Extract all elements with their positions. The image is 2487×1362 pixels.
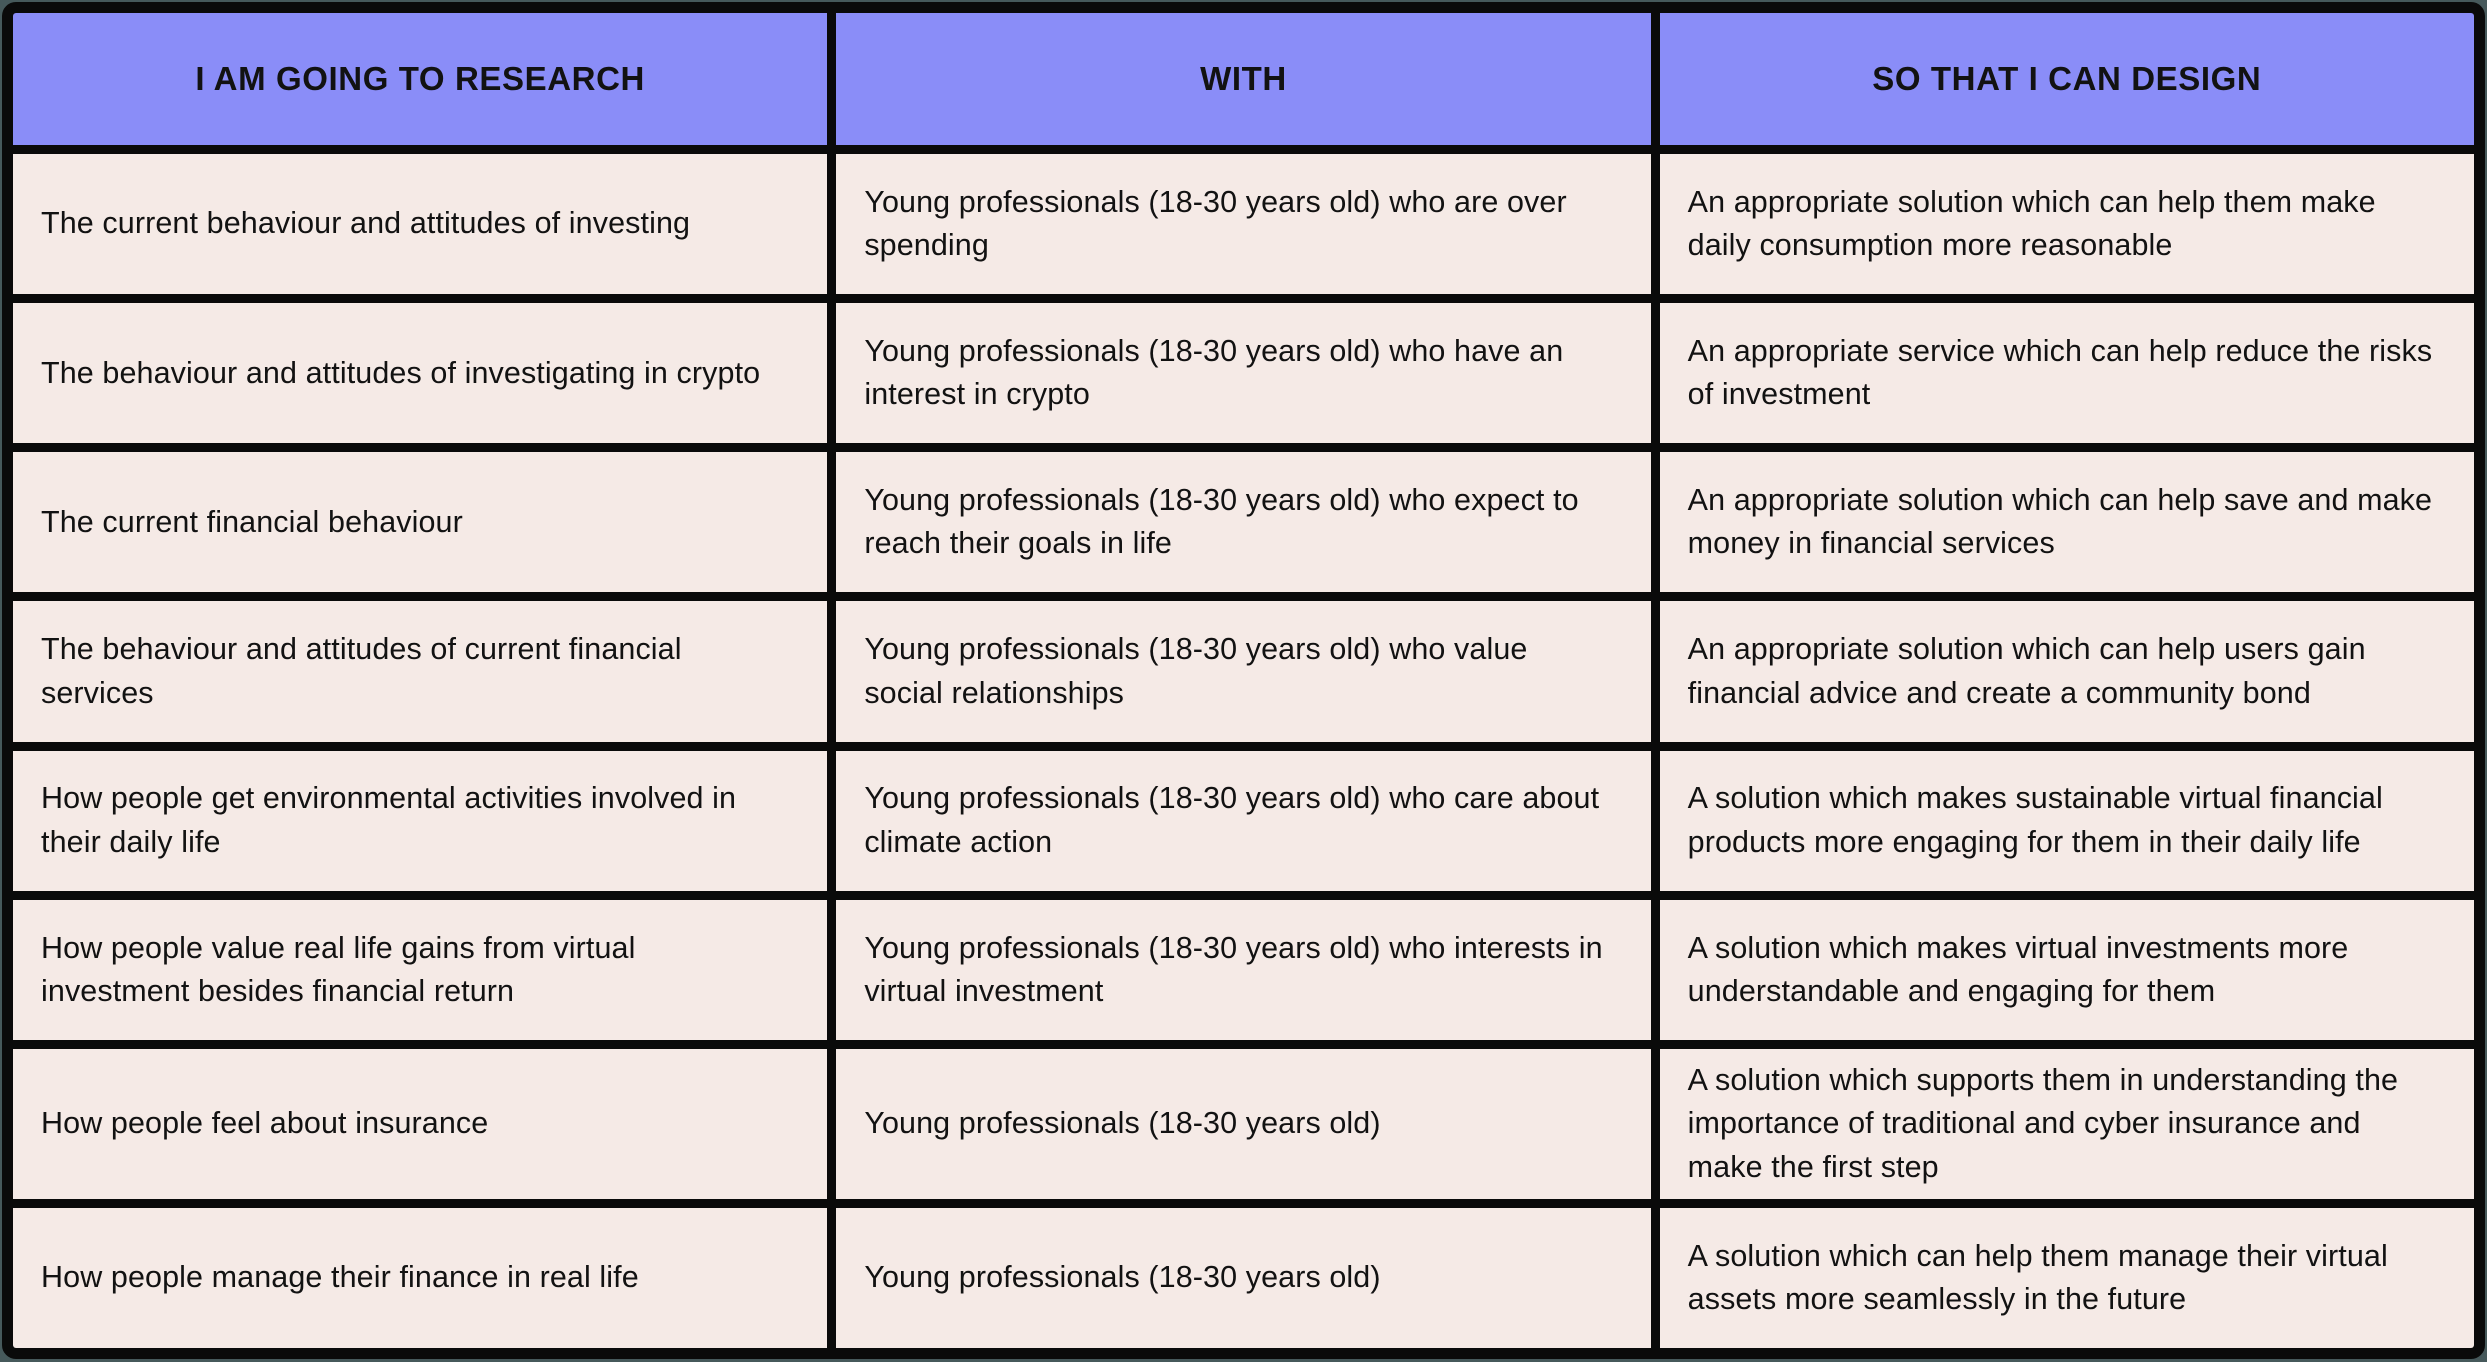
cell-research: The behaviour and attitudes of current f…	[13, 601, 828, 742]
cell-design: A solution which makes virtual investmen…	[1659, 899, 2474, 1040]
cell-design: A solution which can help them manage th…	[1659, 1207, 2474, 1348]
cell-design: A solution which makes sustainable virtu…	[1659, 750, 2474, 891]
cell-with: Young professionals (18-30 years old) wh…	[836, 899, 1651, 1040]
column-header-with: WITH	[836, 13, 1651, 145]
cell-research: How people manage their finance in real …	[13, 1207, 828, 1348]
cell-with: Young professionals (18-30 years old) wh…	[836, 452, 1651, 593]
cell-design: An appropriate solution which can help u…	[1659, 601, 2474, 742]
cell-design: An appropriate solution which can help s…	[1659, 452, 2474, 593]
cell-research: How people get environmental activities …	[13, 750, 828, 891]
cell-research: How people value real life gains from vi…	[13, 899, 828, 1040]
column-header-design: SO THAT I CAN DESIGN	[1659, 13, 2474, 145]
cell-research: How people feel about insurance	[13, 1048, 828, 1199]
cell-research: The behaviour and attitudes of investiga…	[13, 303, 828, 444]
column-header-research: I AM GOING TO RESEARCH	[13, 13, 828, 145]
cell-research: The current financial behaviour	[13, 452, 828, 593]
cell-with: Young professionals (18-30 years old) wh…	[836, 750, 1651, 891]
cell-design: An appropriate service which can help re…	[1659, 303, 2474, 444]
cell-with: Young professionals (18-30 years old) wh…	[836, 154, 1651, 295]
cell-research: The current behaviour and attitudes of i…	[13, 154, 828, 295]
cell-with: Young professionals (18-30 years old)	[836, 1048, 1651, 1199]
cell-design: An appropriate solution which can help t…	[1659, 154, 2474, 295]
cell-design: A solution which supports them in unders…	[1659, 1048, 2474, 1199]
cell-with: Young professionals (18-30 years old) wh…	[836, 601, 1651, 742]
cell-with: Young professionals (18-30 years old)	[836, 1207, 1651, 1348]
cell-with: Young professionals (18-30 years old) wh…	[836, 303, 1651, 444]
